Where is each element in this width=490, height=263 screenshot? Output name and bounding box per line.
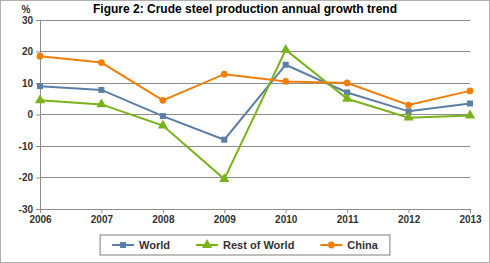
y-tick-mark [36,115,40,116]
x-tick-label: 2008 [152,214,175,225]
series-marker [283,62,289,68]
series-marker [342,93,352,102]
y-tick-mark [36,52,40,53]
grid-line [40,51,470,52]
series-marker [221,137,227,143]
y-tick: -10 [19,141,40,152]
series [37,62,473,143]
series-marker [35,94,45,103]
legend-item: World [112,239,170,251]
x-tick-mark [163,209,164,213]
series-marker [282,78,289,85]
x-tick-label: 2012 [398,214,421,225]
series [35,44,475,182]
grid [40,20,470,209]
series-marker [403,112,413,121]
y-tick-mark [36,209,40,210]
series-marker [160,113,166,119]
legend-label: China [347,239,378,251]
x-tick-mark [224,209,225,213]
y-tick-mark [36,178,40,179]
grid-line [40,209,470,210]
series-marker [37,53,44,60]
x-tick-label: 2006 [29,214,52,225]
y-tick-label: 20 [22,46,34,57]
y-tick-label: -10 [19,141,34,152]
x-tick: 2007 [91,209,114,225]
series-marker [98,59,105,66]
legend-marker [120,242,126,248]
series-marker [221,71,228,78]
x-tick-label: 2007 [91,214,114,225]
series-marker [158,120,168,129]
y-tick-label: -20 [19,172,34,183]
plot-area [35,44,475,182]
y-tick-label: 30 [22,15,34,26]
x-tick-mark [101,209,102,213]
x-tick: 2012 [398,209,421,225]
x-tick: 2011 [337,209,359,225]
legend: World Rest of World China [100,235,390,255]
x-tick: 2009 [214,209,237,225]
legend-marker [202,239,212,248]
x-tick-label: 2010 [275,214,298,225]
grid-line [40,20,470,21]
title: Figure 2: Crude steel production annual … [93,2,397,16]
x-tick: 2006 [29,209,52,225]
series-marker [219,173,229,182]
x-tick-mark [470,209,471,213]
y-tick: -30 [19,204,40,215]
series-marker [467,87,474,94]
x-tick: 2013 [459,209,482,225]
series-line [40,50,470,179]
legend-marker [328,242,335,249]
y-tick-mark [36,146,40,147]
y-axis-title: % [22,4,31,15]
legend-box [100,235,390,255]
y-tick-label: 10 [22,78,34,89]
series-marker [159,97,166,104]
y-tick-mark [36,20,40,21]
legend-label: Rest of World [223,239,294,251]
legend-item: China [320,239,378,251]
x-tick-label: 2013 [459,214,482,225]
x-tick: 2008 [152,209,175,225]
series-marker [344,80,351,87]
y-tick: -20 [19,172,40,183]
x-tick-mark [286,209,287,213]
series-marker [465,110,475,119]
series-marker [281,44,291,53]
y-tick: 30 [22,15,40,26]
series-marker [467,100,473,106]
y-tick-label: 0 [27,109,33,120]
x-tick: 2010 [275,209,298,225]
y-axis-line [40,21,41,210]
x-tick-mark [40,209,41,213]
x-tick-mark [347,209,348,213]
grid-line [40,177,470,178]
x-tick-label: 2009 [214,214,237,225]
y-axis: -30 -20 -10 0 10 20 30 [19,15,41,215]
y-tick: 0 [27,109,40,120]
grid-line [40,146,470,147]
x-tick-mark [409,209,410,213]
chart-frame [1,1,490,263]
series-marker [96,99,106,108]
legend-label: World [139,239,170,251]
series-marker [37,83,43,89]
series-line [40,56,470,105]
series-marker [405,102,412,109]
x-axis-line [41,209,471,210]
series-marker [98,87,104,93]
x-tick-label: 2011 [337,214,359,225]
chart: Figure 2: Crude steel production annual … [0,0,490,263]
series-line [40,65,470,140]
grid-line [40,83,470,84]
series [37,53,474,109]
x-axis: 2006 2007 2008 2009 2010 2011 2012 2013 [29,209,482,225]
y-tick-label: -30 [19,204,34,215]
legend-item: Rest of World [196,239,294,251]
